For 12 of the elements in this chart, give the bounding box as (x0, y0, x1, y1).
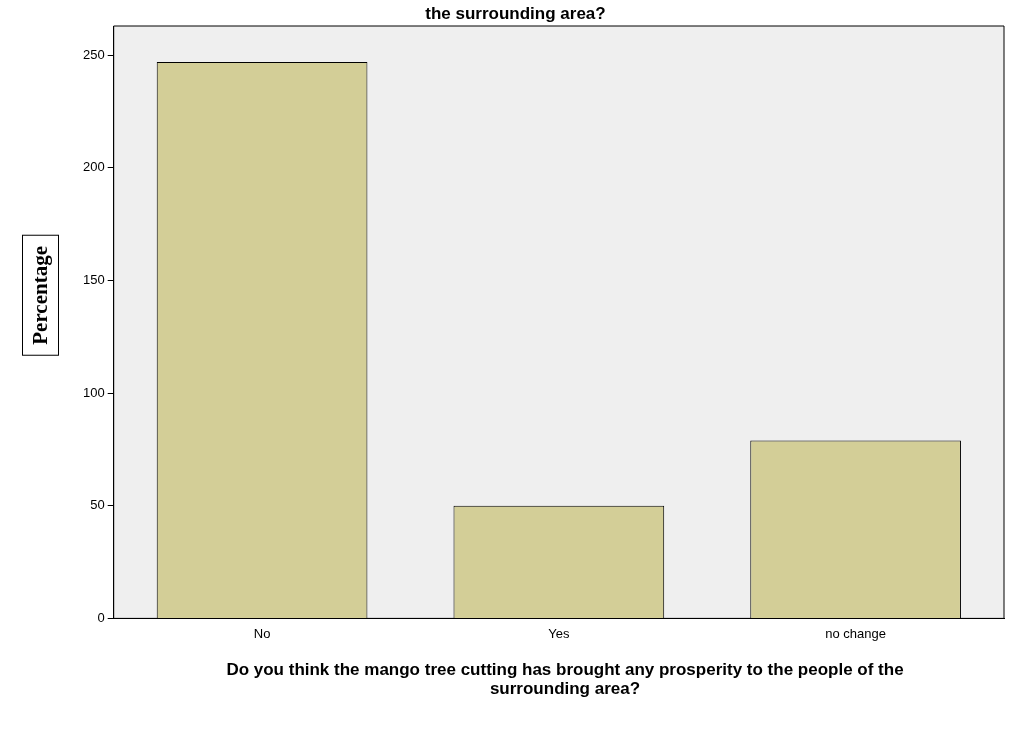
y-tick-label: 150 (82, 272, 105, 288)
x-tick-label: No (253, 625, 271, 641)
y-tick-label: 250 (82, 46, 105, 62)
y-tick-label: 200 (82, 159, 105, 175)
y-tick-label: 100 (82, 384, 105, 400)
y-tick-label: 50 (90, 497, 105, 513)
x-tick-label: Yes (548, 625, 570, 641)
x-axis-title: Do you think the mango tree cutting has brought any prosperity to the people of the surrounding area? (225, 660, 905, 698)
chart-title: the surrounding area? (424, 4, 607, 24)
y-tick-label: 0 (97, 609, 105, 625)
x-tick-label: no change (825, 625, 886, 641)
y-axis-title: Percentage (22, 235, 59, 356)
